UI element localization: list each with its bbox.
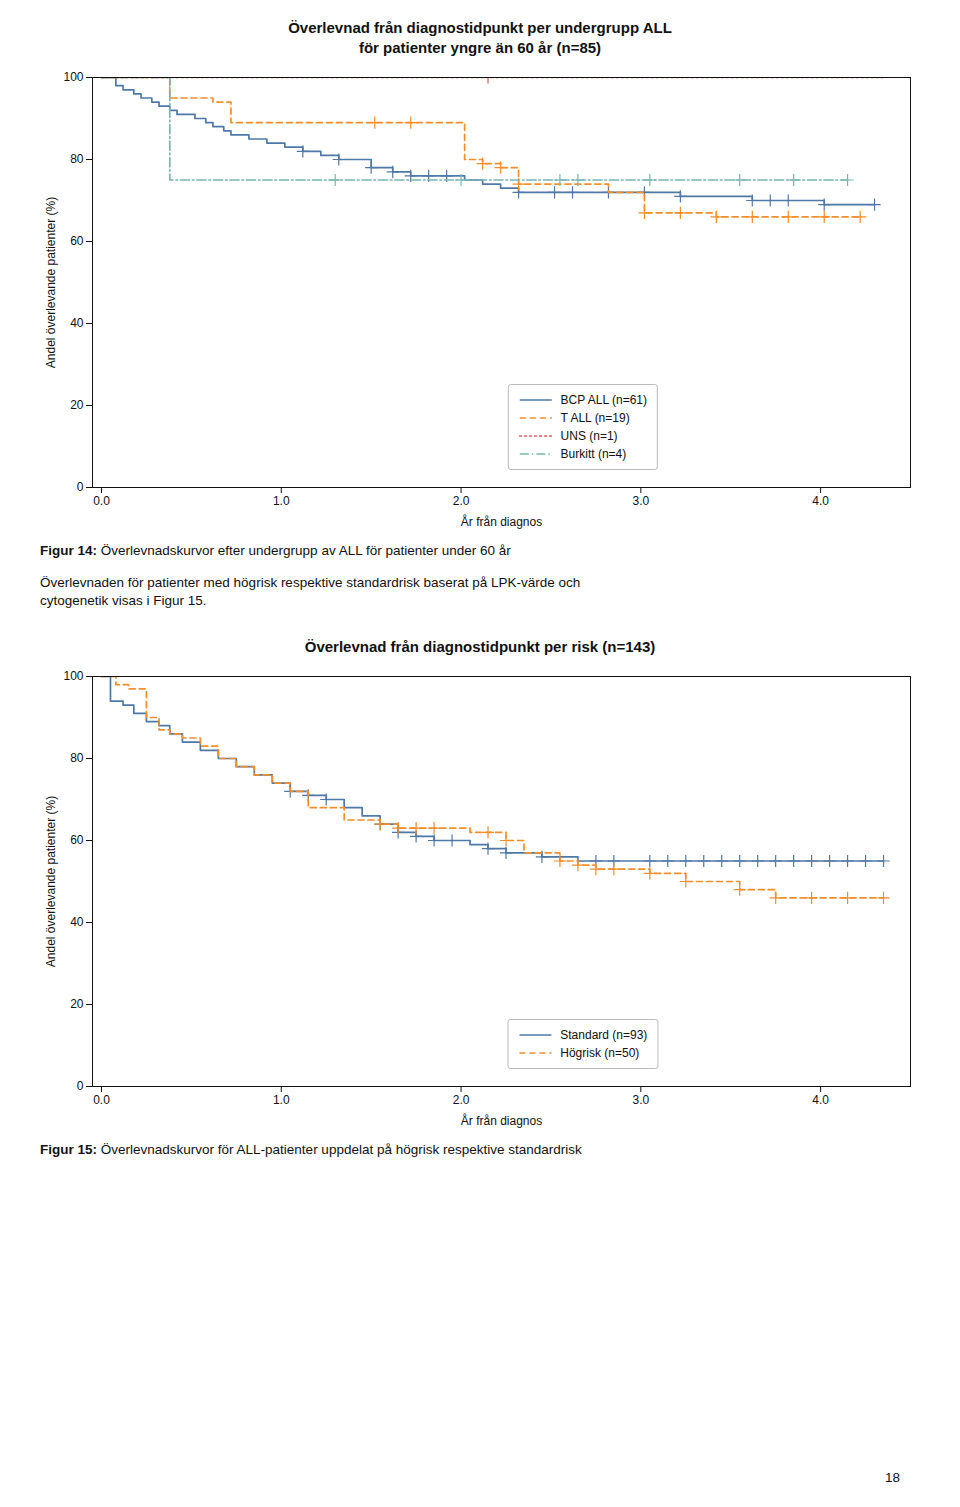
html-text:Figur 14: Överlevnadskurvor ef: Figur 14: Överlevnadskurvor efter underg… bbox=[40, 542, 511, 558]
html-text:Överlevnaden för patienter med: Överlevnaden för patienter med högrisk r… bbox=[40, 574, 581, 609]
html-text:Högrisk (n=50): Högrisk (n=50) bbox=[560, 1046, 640, 1061]
svg-text:60: 60 bbox=[70, 234, 84, 248]
svg-text:3.0: 3.0 bbox=[632, 1093, 649, 1107]
svg-text:År från diagnos: År från diagnos bbox=[461, 1112, 542, 1127]
html-text:Överlevnad från diagnostidpunk: Överlevnad från diagnostidpunkt per risk… bbox=[304, 638, 656, 656]
svg-text:4.0: 4.0 bbox=[812, 494, 829, 508]
svg-text:Andel överlevande patienter (%: Andel överlevande patienter (%) bbox=[44, 795, 58, 966]
svg-text:20: 20 bbox=[70, 398, 84, 412]
svg-text:80: 80 bbox=[70, 751, 84, 765]
svg-text:4.0: 4.0 bbox=[812, 1093, 829, 1107]
svg-text:2.0: 2.0 bbox=[453, 1093, 470, 1107]
html-text:18: 18 bbox=[885, 1470, 900, 1485]
svg-text:0.0: 0.0 bbox=[93, 1093, 110, 1107]
svg-text:2.0: 2.0 bbox=[453, 494, 470, 508]
html-text:BCP ALL (n=61): BCP ALL (n=61) bbox=[560, 393, 647, 408]
html-text:UNS (n=1): UNS (n=1) bbox=[560, 429, 618, 444]
svg-text:1.0: 1.0 bbox=[273, 1093, 290, 1107]
svg-text:100: 100 bbox=[63, 70, 83, 84]
svg-text:0: 0 bbox=[77, 1079, 84, 1093]
html-text:Standard (n=93): Standard (n=93) bbox=[560, 1028, 648, 1043]
svg-text:Andel överlevande patienter (%: Andel överlevande patienter (%) bbox=[44, 196, 58, 367]
html-text:Burkitt (n=4): Burkitt (n=4) bbox=[560, 447, 627, 462]
html-text:Överlevnad från diagnostidpunk: Överlevnad från diagnostidpunkt per unde… bbox=[288, 19, 672, 57]
svg-text:80: 80 bbox=[70, 152, 84, 166]
svg-text:100: 100 bbox=[63, 669, 83, 683]
html-text:Figur 15: Överlevnadskurvor fö: Figur 15: Överlevnadskurvor för ALL-pati… bbox=[40, 1141, 582, 1157]
svg-text:3.0: 3.0 bbox=[632, 494, 649, 508]
html-text:T ALL (n=19): T ALL (n=19) bbox=[560, 411, 630, 426]
svg-text:1.0: 1.0 bbox=[273, 494, 290, 508]
svg-text:20: 20 bbox=[70, 997, 84, 1011]
svg-text:0: 0 bbox=[77, 480, 84, 494]
svg-text:40: 40 bbox=[70, 316, 84, 330]
svg-text:0.0: 0.0 bbox=[93, 494, 110, 508]
svg-text:40: 40 bbox=[70, 915, 84, 929]
svg-text:60: 60 bbox=[70, 833, 84, 847]
svg-text:År från diagnos: År från diagnos bbox=[461, 513, 542, 528]
